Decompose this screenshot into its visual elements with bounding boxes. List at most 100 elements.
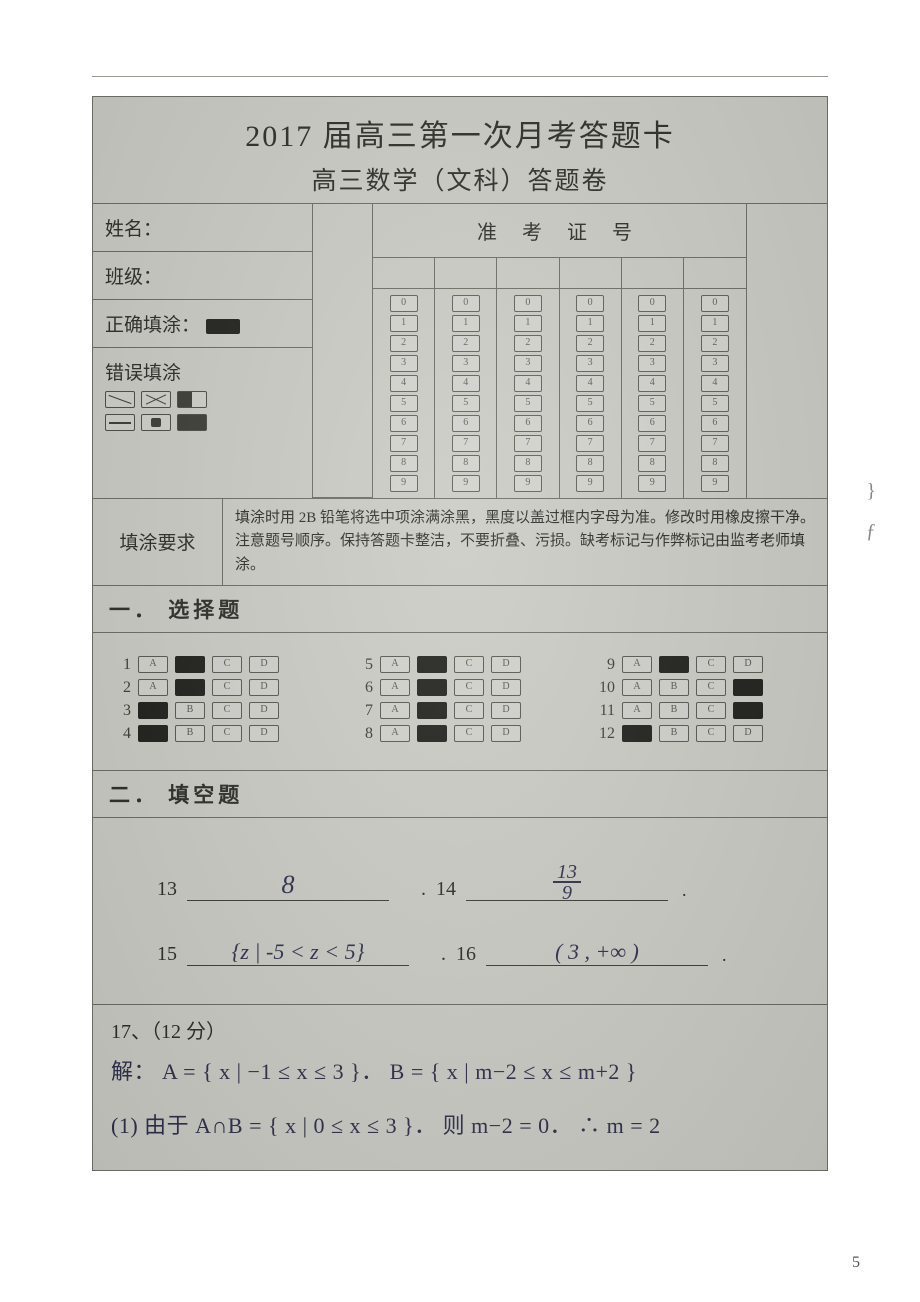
mcq-option[interactable]: C xyxy=(696,725,726,742)
id-bubble[interactable]: 5 xyxy=(390,395,418,412)
id-bubble[interactable]: 3 xyxy=(390,355,418,372)
id-bubble[interactable]: 0 xyxy=(638,295,666,312)
id-bubble[interactable]: 2 xyxy=(514,335,542,352)
id-bubble[interactable]: 6 xyxy=(452,415,480,432)
id-bubble[interactable]: 2 xyxy=(638,335,666,352)
mcq-option[interactable]: A xyxy=(622,702,652,719)
id-bubble[interactable]: 0 xyxy=(390,295,418,312)
id-bubble[interactable]: 3 xyxy=(452,355,480,372)
id-bubble[interactable]: 7 xyxy=(452,435,480,452)
mcq-option[interactable]: A xyxy=(138,702,168,719)
id-bubble[interactable]: 0 xyxy=(576,295,604,312)
id-bubble[interactable]: 4 xyxy=(701,375,729,392)
mcq-option[interactable]: B xyxy=(659,679,689,696)
mcq-option[interactable]: C xyxy=(212,725,242,742)
id-bubble[interactable]: 6 xyxy=(514,415,542,432)
id-bubble[interactable]: 1 xyxy=(452,315,480,332)
mcq-option[interactable]: D xyxy=(733,679,763,696)
mcq-option[interactable]: D xyxy=(249,656,279,673)
mcq-option[interactable]: D xyxy=(249,702,279,719)
mcq-option[interactable]: A xyxy=(380,702,410,719)
id-bubble[interactable]: 6 xyxy=(390,415,418,432)
mcq-option[interactable]: D xyxy=(491,679,521,696)
id-bubble[interactable]: 1 xyxy=(701,315,729,332)
id-bubble[interactable]: 1 xyxy=(638,315,666,332)
id-bubble[interactable]: 1 xyxy=(390,315,418,332)
id-bubble[interactable]: 8 xyxy=(638,455,666,472)
id-bubble[interactable]: 9 xyxy=(638,475,666,492)
mcq-option[interactable]: C xyxy=(696,702,726,719)
id-bubble[interactable]: 2 xyxy=(701,335,729,352)
id-bubble[interactable]: 0 xyxy=(514,295,542,312)
mcq-option[interactable]: A xyxy=(380,656,410,673)
mcq-option[interactable]: C xyxy=(696,679,726,696)
mcq-option[interactable]: A xyxy=(138,656,168,673)
mcq-option[interactable]: D xyxy=(733,725,763,742)
id-bubble[interactable]: 1 xyxy=(514,315,542,332)
mcq-option[interactable]: D xyxy=(491,702,521,719)
mcq-option[interactable]: C xyxy=(212,702,242,719)
mcq-option[interactable]: A xyxy=(380,679,410,696)
mcq-option[interactable]: A xyxy=(380,725,410,742)
mcq-option[interactable]: C xyxy=(212,656,242,673)
id-bubble[interactable]: 3 xyxy=(701,355,729,372)
mcq-option[interactable]: B xyxy=(417,725,447,742)
id-bubble[interactable]: 8 xyxy=(452,455,480,472)
id-bubble[interactable]: 3 xyxy=(576,355,604,372)
mcq-option[interactable]: B xyxy=(175,702,205,719)
id-bubble[interactable]: 2 xyxy=(452,335,480,352)
mcq-option[interactable]: C xyxy=(454,702,484,719)
id-bubble[interactable]: 6 xyxy=(576,415,604,432)
mcq-option[interactable]: B xyxy=(175,679,205,696)
mcq-option[interactable]: D xyxy=(249,725,279,742)
mcq-option[interactable]: C xyxy=(454,679,484,696)
id-bubble[interactable]: 7 xyxy=(390,435,418,452)
mcq-option[interactable]: D xyxy=(733,702,763,719)
id-bubble[interactable]: 9 xyxy=(701,475,729,492)
id-bubble[interactable]: 8 xyxy=(701,455,729,472)
id-bubble[interactable]: 7 xyxy=(701,435,729,452)
mcq-option[interactable]: B xyxy=(175,656,205,673)
id-bubble[interactable]: 3 xyxy=(514,355,542,372)
id-bubble[interactable]: 8 xyxy=(514,455,542,472)
mcq-option[interactable]: B xyxy=(659,702,689,719)
mcq-option[interactable]: B xyxy=(659,725,689,742)
id-bubble[interactable]: 5 xyxy=(514,395,542,412)
id-bubble[interactable]: 2 xyxy=(576,335,604,352)
mcq-option[interactable]: A xyxy=(138,679,168,696)
id-bubble[interactable]: 5 xyxy=(452,395,480,412)
id-bubble[interactable]: 0 xyxy=(452,295,480,312)
mcq-option[interactable]: C xyxy=(454,725,484,742)
id-bubble[interactable]: 0 xyxy=(701,295,729,312)
id-bubble[interactable]: 7 xyxy=(514,435,542,452)
mcq-option[interactable]: A xyxy=(622,656,652,673)
mcq-option[interactable]: B xyxy=(417,702,447,719)
id-bubble[interactable]: 4 xyxy=(452,375,480,392)
id-bubble[interactable]: 5 xyxy=(576,395,604,412)
mcq-option[interactable]: D xyxy=(733,656,763,673)
mcq-option[interactable]: D xyxy=(491,656,521,673)
mcq-option[interactable]: B xyxy=(659,656,689,673)
mcq-option[interactable]: A xyxy=(622,679,652,696)
mcq-option[interactable]: D xyxy=(491,725,521,742)
id-bubble[interactable]: 6 xyxy=(638,415,666,432)
mcq-option[interactable]: C xyxy=(212,679,242,696)
id-bubble[interactable]: 9 xyxy=(390,475,418,492)
mcq-option[interactable]: B xyxy=(175,725,205,742)
id-bubble[interactable]: 5 xyxy=(701,395,729,412)
id-bubble[interactable]: 1 xyxy=(576,315,604,332)
id-bubble[interactable]: 4 xyxy=(514,375,542,392)
mcq-option[interactable]: C xyxy=(696,656,726,673)
id-bubble[interactable]: 5 xyxy=(638,395,666,412)
id-bubble[interactable]: 6 xyxy=(701,415,729,432)
id-bubble[interactable]: 3 xyxy=(638,355,666,372)
id-bubble[interactable]: 2 xyxy=(390,335,418,352)
id-bubble[interactable]: 9 xyxy=(452,475,480,492)
id-bubble[interactable]: 4 xyxy=(638,375,666,392)
mcq-option[interactable]: A xyxy=(138,725,168,742)
id-bubble[interactable]: 9 xyxy=(514,475,542,492)
mcq-option[interactable]: A xyxy=(622,725,652,742)
mcq-option[interactable]: B xyxy=(417,679,447,696)
id-bubble[interactable]: 4 xyxy=(576,375,604,392)
mcq-option[interactable]: B xyxy=(417,656,447,673)
